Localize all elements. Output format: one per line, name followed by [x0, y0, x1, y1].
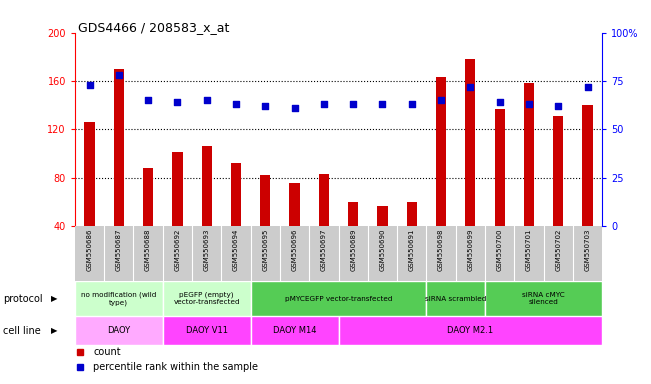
Text: pEGFP (empty)
vector-transfected: pEGFP (empty) vector-transfected — [173, 292, 240, 305]
Text: GSM550688: GSM550688 — [145, 229, 151, 271]
Point — [289, 105, 299, 111]
Bar — [251, 281, 426, 316]
Point — [523, 101, 534, 107]
Text: siRNA cMYC
silenced: siRNA cMYC silenced — [522, 292, 565, 305]
Text: GSM550697: GSM550697 — [321, 229, 327, 271]
Bar — [85, 122, 94, 226]
Text: count: count — [93, 347, 121, 357]
Point — [173, 99, 183, 105]
Bar — [75, 316, 163, 345]
Text: GSM550692: GSM550692 — [174, 229, 180, 271]
Text: GSM550691: GSM550691 — [409, 229, 415, 271]
Bar — [202, 146, 212, 226]
Text: GSM550695: GSM550695 — [262, 229, 268, 271]
Point — [143, 97, 154, 103]
Text: GSM550694: GSM550694 — [233, 229, 239, 271]
Text: GSM550702: GSM550702 — [555, 229, 561, 271]
Text: DAOY: DAOY — [107, 326, 130, 335]
Bar — [426, 281, 485, 316]
Text: GSM550686: GSM550686 — [87, 229, 92, 271]
Text: DAOY M2.1: DAOY M2.1 — [447, 326, 493, 335]
Bar — [231, 163, 241, 226]
Bar — [348, 202, 358, 226]
Text: protocol: protocol — [3, 294, 43, 304]
Text: GSM550700: GSM550700 — [497, 229, 503, 271]
Bar — [319, 174, 329, 226]
Bar — [251, 316, 339, 345]
Bar — [173, 152, 182, 226]
Bar — [260, 175, 270, 226]
Point — [378, 101, 388, 107]
Text: GSM550687: GSM550687 — [116, 229, 122, 271]
Point — [465, 84, 476, 90]
Point — [319, 101, 329, 107]
Bar — [485, 281, 602, 316]
Bar — [407, 202, 417, 226]
Bar — [75, 281, 163, 316]
Point — [202, 97, 212, 103]
Bar — [290, 182, 299, 226]
Text: siRNA scrambled: siRNA scrambled — [425, 296, 486, 302]
Text: GSM550703: GSM550703 — [585, 229, 590, 271]
Point — [553, 103, 564, 109]
Text: pMYCEGFP vector-transfected: pMYCEGFP vector-transfected — [284, 296, 393, 302]
Text: no modification (wild
type): no modification (wild type) — [81, 291, 156, 306]
Bar — [114, 69, 124, 226]
Bar — [163, 316, 251, 345]
Text: ▶: ▶ — [51, 326, 57, 335]
Text: GSM550689: GSM550689 — [350, 229, 356, 271]
Text: GSM550696: GSM550696 — [292, 229, 298, 271]
Text: GDS4466 / 208583_x_at: GDS4466 / 208583_x_at — [78, 21, 230, 34]
Text: GSM550698: GSM550698 — [438, 229, 444, 271]
Text: DAOY V11: DAOY V11 — [186, 326, 228, 335]
Text: GSM550690: GSM550690 — [380, 229, 385, 271]
Bar — [143, 168, 153, 226]
Bar — [553, 116, 563, 226]
Point — [436, 97, 447, 103]
Text: ▶: ▶ — [51, 294, 57, 303]
Point — [260, 103, 271, 109]
Text: cell line: cell line — [3, 326, 41, 336]
Bar — [436, 78, 446, 226]
Point — [495, 99, 505, 105]
Point — [348, 101, 358, 107]
Text: GSM550693: GSM550693 — [204, 229, 210, 271]
Text: GSM550701: GSM550701 — [526, 229, 532, 271]
Point — [406, 101, 417, 107]
Point — [114, 72, 124, 78]
Bar — [163, 281, 251, 316]
Text: DAOY M14: DAOY M14 — [273, 326, 316, 335]
Bar — [524, 83, 534, 226]
Text: percentile rank within the sample: percentile rank within the sample — [93, 362, 258, 372]
Text: GSM550699: GSM550699 — [467, 229, 473, 271]
Bar — [339, 316, 602, 345]
Bar — [495, 109, 505, 226]
Point — [85, 82, 95, 88]
Point — [231, 101, 242, 107]
Bar — [465, 59, 475, 226]
Bar — [583, 105, 592, 226]
Point — [583, 84, 593, 90]
Bar — [378, 205, 387, 226]
